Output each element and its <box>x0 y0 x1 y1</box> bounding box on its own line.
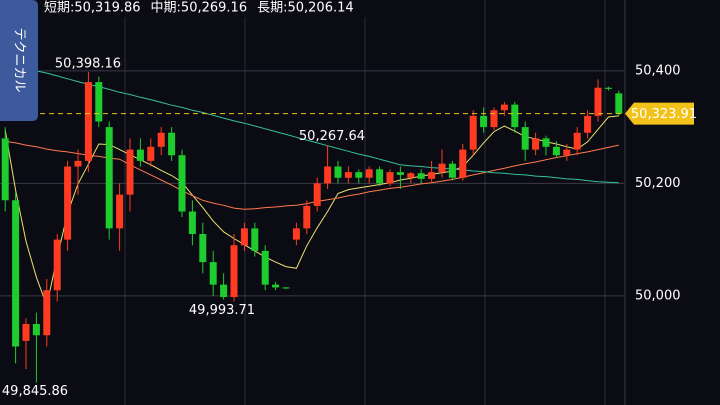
candle-body <box>594 87 602 116</box>
candle-body <box>95 82 103 122</box>
candle-body <box>407 173 415 178</box>
y-tick-label: 50,400 <box>635 63 681 78</box>
candle-body <box>386 172 394 184</box>
price-annotation: 50,267.64 <box>299 129 365 144</box>
candle-body <box>178 155 186 212</box>
candle-body <box>417 173 425 179</box>
candle-body <box>53 239 61 291</box>
candle-body <box>240 228 248 246</box>
candle-body <box>22 324 30 341</box>
candle-body <box>604 87 612 89</box>
candle-body <box>43 290 51 336</box>
candle-body <box>220 284 228 297</box>
candle-body <box>261 250 269 285</box>
ma-line <box>5 62 619 184</box>
candle-body <box>563 149 571 156</box>
candle-body <box>272 284 280 288</box>
candle-body <box>532 138 540 150</box>
candle-body <box>168 132 176 156</box>
candle-body <box>448 163 456 178</box>
candle-body <box>428 172 436 179</box>
v-grid <box>124 0 606 405</box>
candle-body <box>32 324 40 336</box>
candle-body <box>209 262 217 285</box>
candle-body <box>511 104 519 128</box>
candle-body <box>552 146 560 156</box>
side-tab-label: テクニカル <box>12 27 27 92</box>
candle-body <box>365 169 373 178</box>
candle-body <box>396 172 404 175</box>
price-annotation: 49,845.86 <box>2 384 68 399</box>
candle-body <box>84 82 92 161</box>
legend-entry: 中期:50,269.16 <box>151 1 248 16</box>
side-tab <box>0 0 38 121</box>
candle-body <box>584 115 592 133</box>
candle-body <box>1 138 9 201</box>
candle-body <box>344 172 352 178</box>
candle-body <box>615 93 623 114</box>
candle-body <box>469 115 477 150</box>
candle-body <box>74 160 82 167</box>
candle-body <box>64 166 72 240</box>
price-annotation: 49,993.71 <box>189 303 255 318</box>
candle-body <box>116 194 124 229</box>
candle-body <box>438 163 446 173</box>
candle-body <box>303 205 311 229</box>
price-annotation: 50,398.16 <box>55 56 121 71</box>
candle-body <box>136 149 144 161</box>
candle-body <box>292 228 300 240</box>
candle-body <box>480 115 488 128</box>
candle-body <box>147 146 155 161</box>
candle-body <box>500 104 508 111</box>
legend-entry: 長期:50,206.14 <box>257 1 354 16</box>
candle-body <box>12 200 20 347</box>
candle-body <box>313 183 321 206</box>
candle-body <box>126 149 134 195</box>
candle-body <box>324 166 332 184</box>
candle-body <box>459 149 467 178</box>
y-tick-label: 50,000 <box>635 288 681 303</box>
candle-body <box>199 234 207 263</box>
candle-body <box>376 169 384 184</box>
current-price-tag <box>625 102 694 125</box>
candle-body <box>542 138 550 147</box>
y-tick-label: 50,200 <box>635 176 681 191</box>
candle-body <box>334 166 342 178</box>
candle-body <box>282 287 290 289</box>
candle-body <box>573 132 581 150</box>
candle-body <box>188 211 196 234</box>
legend-entry: 短期:50,319.86 <box>44 1 141 16</box>
candle-body <box>230 245 238 297</box>
candle-body <box>251 228 259 251</box>
candle-body <box>105 127 113 229</box>
legend-bg <box>0 0 470 17</box>
candle-body <box>521 127 529 150</box>
current-price-label: 50,323.91 <box>631 107 697 122</box>
candle-body <box>490 110 498 128</box>
candle-body <box>157 132 165 147</box>
candle-body <box>355 172 363 178</box>
